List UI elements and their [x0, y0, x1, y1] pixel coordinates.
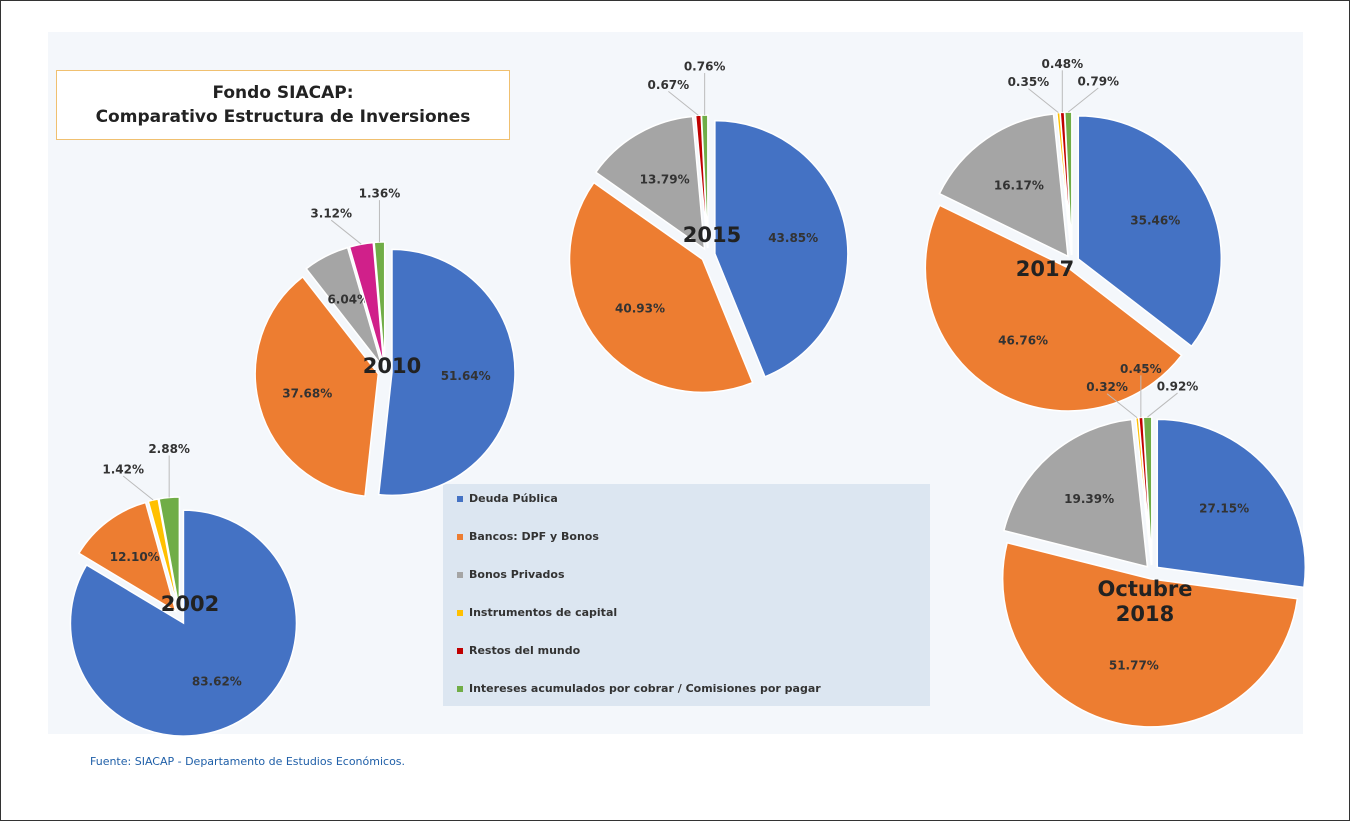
data-label: 0.79% — [1077, 75, 1119, 89]
data-label: 83.62% — [192, 675, 242, 689]
leader-line — [122, 475, 154, 501]
legend-entry: Bonos Privados — [457, 568, 917, 581]
legend-swatch — [457, 610, 463, 616]
pie-title: 2017 — [1015, 257, 1075, 281]
leader-line — [1067, 87, 1099, 113]
pie-title: 2010 — [362, 354, 422, 378]
legend-entry: Bancos: DPF y Bonos — [457, 530, 917, 543]
legend-label: Instrumentos de capital — [469, 606, 618, 619]
data-label: 16.17% — [994, 178, 1044, 192]
legend-label: Deuda Pública — [469, 492, 558, 505]
legend: Deuda Pública Bancos: DPF y Bonos Bonos Pr… — [443, 484, 930, 706]
legend-swatch — [457, 572, 463, 578]
legend-label: Bancos: DPF y Bonos — [469, 530, 599, 543]
pie-slice — [714, 119, 849, 378]
data-label: 0.76% — [684, 60, 726, 74]
pie-slice — [254, 275, 380, 498]
legend-entry: Instrumentos de capital — [457, 606, 917, 619]
pie-slice — [1001, 541, 1299, 728]
pie-slice — [158, 496, 181, 611]
legend-swatch — [457, 496, 463, 502]
pie-slice — [568, 181, 754, 394]
legend-entry: Restos del mundo — [457, 644, 917, 657]
pie-slice — [377, 248, 516, 497]
pie-slice — [594, 115, 706, 251]
pie-slice — [1077, 115, 1222, 348]
source: Fuente: SIACAP - Departamento de Estudio… — [90, 755, 406, 768]
pie-title: Octubre 2018 — [1097, 577, 1193, 626]
legend-label: Bonos Privados — [469, 568, 565, 581]
data-label: 1.36% — [359, 187, 401, 201]
pie-slice — [1002, 418, 1149, 568]
legend-swatch — [457, 648, 463, 654]
data-label: 0.67% — [648, 78, 690, 92]
pie-slice — [69, 509, 298, 737]
leader-line — [1106, 393, 1138, 419]
pie-slice — [77, 501, 177, 614]
pie-slice — [938, 113, 1069, 258]
data-label: 40.93% — [615, 301, 665, 315]
pie-slice — [147, 498, 180, 611]
data-label: 0.45% — [1120, 362, 1162, 376]
pie-slice — [1156, 418, 1307, 589]
data-label: 6.04% — [327, 293, 369, 307]
data-label: 0.32% — [1086, 380, 1128, 394]
pie-slice — [305, 246, 383, 367]
leader-line — [668, 90, 699, 116]
data-label: 3.12% — [310, 207, 352, 221]
title-box: Fondo SIACAP: Comparativo Estructura de … — [56, 70, 510, 140]
data-label: 0.92% — [1157, 380, 1199, 394]
leader-line — [1147, 392, 1178, 418]
pie-slice — [924, 204, 1183, 412]
leader-line — [330, 219, 362, 245]
data-label: 19.39% — [1064, 492, 1114, 506]
legend-swatch — [457, 534, 463, 540]
data-label: 27.15% — [1199, 501, 1249, 515]
legend-entry: Intereses acumulados por cobrar / Comisi… — [457, 682, 917, 695]
data-label: 46.76% — [998, 333, 1048, 347]
title-line: Fondo SIACAP: — [212, 83, 354, 103]
data-label: 0.48% — [1041, 57, 1083, 71]
title-line: Comparativo Estructura de Inversiones — [95, 107, 471, 127]
legend-swatch — [457, 686, 463, 692]
data-label: 51.64% — [441, 369, 491, 383]
data-label: 13.79% — [640, 172, 690, 186]
data-label: 43.85% — [768, 231, 818, 245]
legend-label: Restos del mundo — [469, 644, 581, 657]
pie-slice — [700, 114, 709, 249]
leader-line — [1028, 88, 1059, 114]
data-label: 37.68% — [282, 387, 332, 401]
data-label: 12.10% — [110, 550, 160, 564]
legend-label: Intereses acumulados por cobrar / Comisi… — [469, 682, 821, 695]
pie-title: 2002 — [160, 592, 220, 616]
data-label: 35.46% — [1130, 214, 1180, 228]
pie-title: 2015 — [682, 223, 742, 247]
data-label: 51.77% — [1109, 659, 1159, 673]
data-label: 0.35% — [1008, 75, 1050, 89]
legend-entry: Deuda Pública — [457, 492, 917, 505]
data-label: 1.42% — [102, 463, 144, 477]
data-label: 2.88% — [148, 442, 190, 456]
